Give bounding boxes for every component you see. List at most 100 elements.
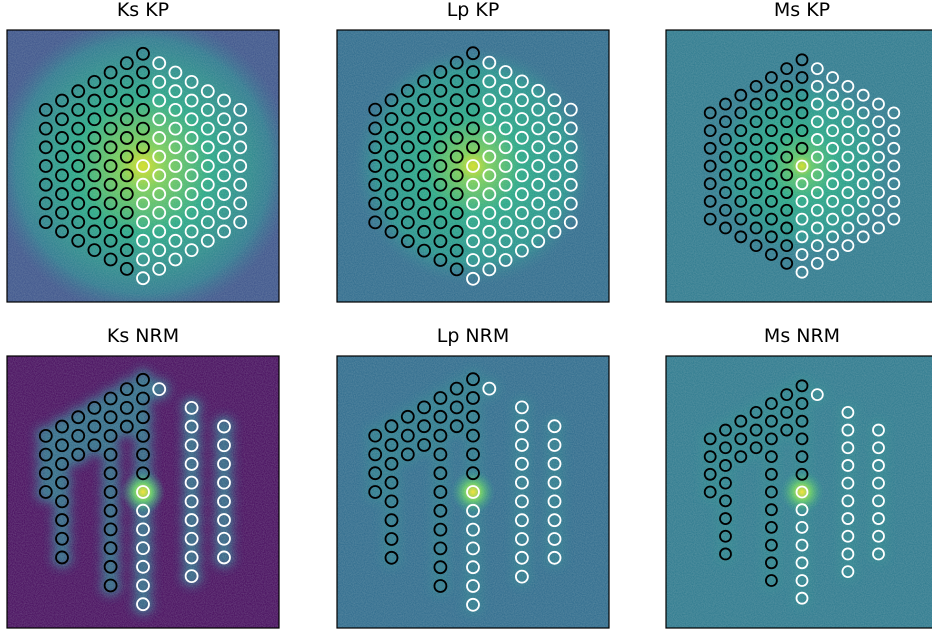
aperture [103,84,118,99]
aperture [200,196,215,211]
panel [666,30,932,302]
aperture [872,97,885,111]
aperture [765,159,778,173]
aperture [417,74,432,89]
aperture [400,447,415,462]
aperture [826,212,839,226]
aperture [400,140,415,155]
aperture [466,102,480,117]
aperture [749,115,763,129]
aperture [563,196,578,211]
aperture [498,140,513,155]
aperture [482,168,497,183]
aperture [515,475,529,490]
aperture [433,522,448,537]
aperture [795,591,809,605]
aperture [810,256,824,270]
aperture [38,466,53,481]
aperture [217,438,231,453]
aperture [795,230,809,244]
aperture [810,97,824,111]
aperture [719,168,732,182]
aperture [433,466,448,481]
aperture [856,194,870,208]
aperture [749,423,763,437]
aperture [152,224,167,239]
aperture [749,441,763,455]
aperture [482,130,497,145]
aperture [498,196,513,211]
aperture [841,97,855,111]
aperture [482,112,497,126]
aperture [184,438,199,453]
aperture [515,206,529,220]
aperture [734,177,748,191]
aperture [765,467,778,481]
aperture [87,419,102,434]
aperture [136,559,150,574]
aperture [466,597,480,612]
aperture [433,579,448,593]
aperture [384,112,399,126]
aperture [765,432,778,446]
aperture [433,503,448,518]
aperture [547,550,562,565]
aperture [765,485,778,499]
noise [666,30,932,302]
aperture [417,419,432,434]
aperture [384,168,399,183]
aperture [810,388,824,402]
aperture [119,131,134,145]
aperture [795,159,809,173]
aperture [466,447,480,462]
aperture [136,215,150,230]
aperture [152,131,167,145]
aperture [887,212,901,226]
aperture [765,212,778,226]
aperture [719,547,732,561]
aperture [433,428,448,443]
aperture [433,140,448,155]
aperture [168,84,183,99]
aperture [136,121,150,136]
noise [337,356,609,628]
aperture [71,428,86,443]
aperture [217,112,231,127]
aperture [810,62,824,76]
aperture [531,196,546,211]
aperture [765,556,778,570]
aperture [498,215,513,230]
aperture [449,243,464,258]
aperture [466,46,480,61]
aperture [38,177,53,192]
aperture [765,71,778,84]
aperture [152,168,167,183]
aperture [795,194,809,208]
aperture [719,512,732,525]
aperture [217,168,231,183]
aperture [103,391,118,406]
aperture [136,522,150,537]
aperture [810,133,824,146]
aperture [466,466,480,481]
panel-title: Ks NRM [107,325,179,347]
aperture [515,187,529,202]
aperture [217,187,231,201]
aperture [872,423,885,437]
aperture [841,494,855,508]
aperture [498,83,513,98]
aperture [780,203,794,217]
aperture [780,221,794,235]
aperture [498,159,513,173]
aperture [103,233,118,248]
aperture [184,494,199,509]
aperture [417,187,432,202]
panel [337,30,609,302]
aperture [200,159,215,173]
aperture [184,419,199,434]
aperture [466,541,480,556]
aperture [795,414,809,428]
aperture [841,512,855,525]
aperture [810,150,824,164]
